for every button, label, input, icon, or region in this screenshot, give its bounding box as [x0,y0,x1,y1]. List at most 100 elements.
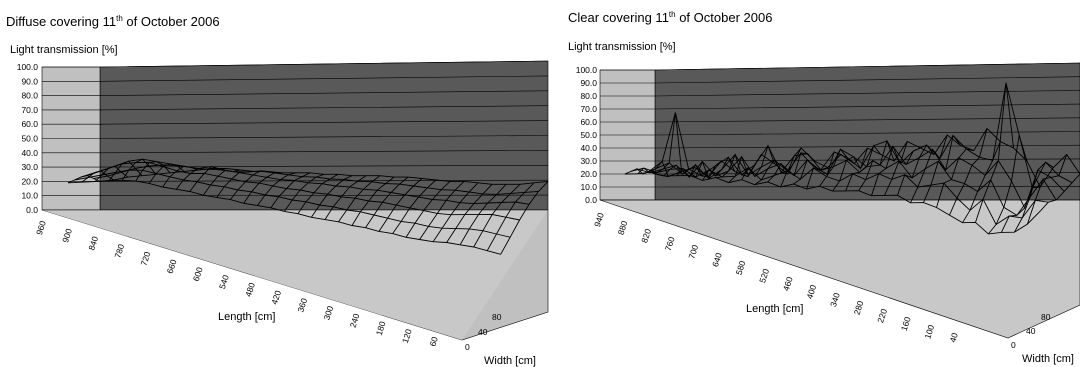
surface-column-line [500,181,549,255]
surface-column-line [884,147,921,196]
z-tick-label: 60.0 [21,119,38,129]
surface-column-line [108,160,143,182]
x-tick-label: 280 [852,299,866,316]
surface-column-line [446,183,493,243]
surface-column-line [741,144,775,180]
surface-column-line [975,82,1015,223]
z-tick-label: 100.0 [576,65,598,75]
surface-column-line [845,144,882,192]
chart-clear: Clear covering 11th of October 2006 Ligh… [568,10,1080,365]
gridline [99,120,549,125]
back-wall [654,62,1080,201]
z-tick-label: 60.0 [580,117,597,127]
surface-column-line [780,152,815,188]
surface-column-line [216,170,255,198]
z-tick-label: 90.0 [580,78,597,88]
surface-column-line [793,159,828,185]
surface-column-line [728,154,762,183]
x-tick-label: 720 [139,250,153,267]
x-tick-label: 960 [34,219,48,236]
surface-column-line [1026,154,1068,225]
surface-column-line [715,153,749,179]
x-tick-label: 700 [686,243,700,260]
x-tick-label: 820 [639,227,653,244]
y-axis-title: Width [cm] [484,355,536,367]
surface-column-line [365,176,409,228]
surface-column-line [871,141,908,196]
z-tick-label: 10.0 [21,191,38,201]
z-tick-label: 40.0 [580,143,597,153]
z-tick-label: 80.0 [580,91,597,101]
surface-column-line [910,134,948,203]
z-tick-label: 30.0 [21,162,38,172]
x-tick-label: 60 [427,335,440,347]
surface-column-line [988,135,1028,235]
x-tick-label: 300 [321,304,335,321]
surface-column-line [459,183,507,246]
surface-column-line [189,166,227,192]
x-tick-label: 420 [269,289,283,306]
gridlines [42,60,549,211]
x-tick-label: 340 [828,291,842,308]
gridline [654,76,1080,84]
z-tick-label: 70.0 [21,105,38,115]
gridline [99,105,549,111]
surface-column-line [962,141,1001,223]
z-tick-label: 20.0 [21,176,38,186]
surface-column-line [175,168,213,190]
surface-column-line [243,172,283,204]
z-tick-label: 0.0 [585,195,597,205]
y-ticks: 0 40 80 [465,312,502,352]
surface-column-line [392,179,437,234]
x-tick-label: 900 [60,227,74,244]
gridline [654,117,1080,123]
x-tick-label: 600 [191,266,205,283]
surface-column-line [767,147,802,183]
y-tick-label: 80 [1041,312,1051,322]
z-tick-label: 0.0 [26,205,38,215]
surface-column-line [689,160,722,180]
surface-column-line [819,148,855,187]
surface-column-line [650,112,683,174]
surface-column-line [162,165,199,188]
floor [599,199,1080,339]
gridline [99,194,549,196]
y-tick-label: 40 [478,327,488,337]
gridline [654,62,1080,71]
z-tick-label: 100.0 [17,62,39,72]
y-tick-label: 80 [492,312,502,322]
z-tick-label: 30.0 [580,156,597,166]
x-tick-label: 880 [616,219,630,236]
x-tick-label: 180 [374,320,388,337]
surface-column-line [936,148,974,208]
x-tick-label: 480 [243,281,257,298]
surface-column-line [473,183,521,248]
surface-column-line [202,169,241,196]
y-tick-label: 40 [1026,326,1036,336]
x-tick-label: 360 [295,297,309,314]
y-tick-label: 0 [1011,340,1016,350]
x-tick-label: 940 [592,211,606,228]
gridline [99,60,549,68]
surface-column-line [923,134,961,203]
surface-column-line [148,163,185,184]
surface-column-line [897,144,935,196]
gridline [654,90,1080,97]
surface-column-line [284,173,325,212]
gridline [99,165,549,168]
gridline [654,131,1080,136]
z-tick-label: 10.0 [580,182,597,192]
surface-column-line [432,182,479,242]
surface-column-line [419,181,465,240]
surface-column-line [1000,186,1041,233]
surface-column-line [324,175,367,220]
surface-column-line [949,128,988,216]
z-tick-label: 90.0 [21,76,38,86]
surface-column-line [270,172,311,209]
y-ticks: 0 40 80 [1011,312,1051,350]
surface-column-line [81,170,115,183]
x-tick-label: 160 [899,315,913,332]
gridline [99,75,549,82]
gridline [99,90,549,96]
surface-column-line [1040,173,1080,212]
